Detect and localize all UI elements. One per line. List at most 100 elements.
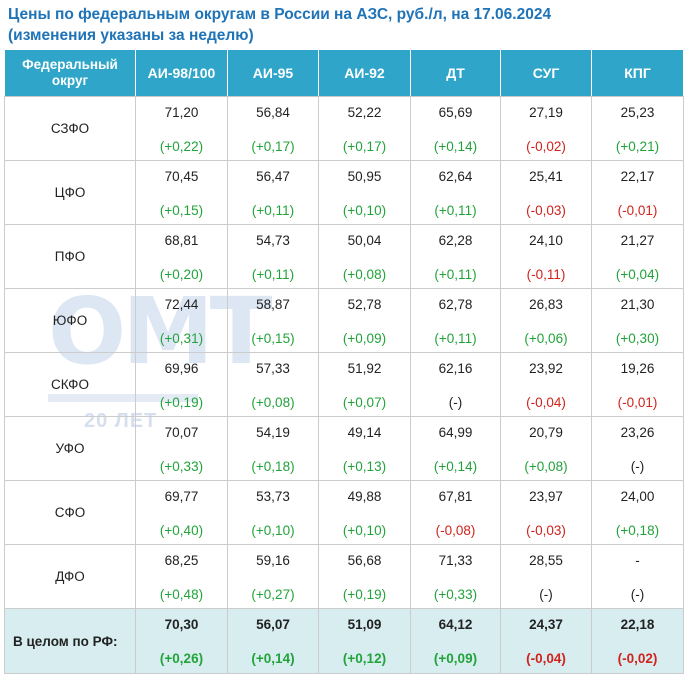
price-value: 25,23 <box>620 104 655 120</box>
price-value: 52,78 <box>347 296 382 312</box>
price-cell-ai95: 59,16 (+0,27) <box>227 544 319 609</box>
header-kpg: КПГ <box>591 49 684 97</box>
price-value: 68,81 <box>164 232 199 248</box>
price-value: 56,07 <box>256 617 290 632</box>
region-cell: СКФО <box>4 352 136 417</box>
price-cell-ai98: 72,44 (+0,31) <box>135 288 228 353</box>
price-cell-ai95: 56,07 (+0,14) <box>227 608 319 674</box>
weekly-change-value: (+0,30) <box>615 330 660 346</box>
price-cell-sug: 28,55 (-) <box>500 544 592 609</box>
weekly-change-value: (+0,18) <box>251 458 295 474</box>
price-value: 53,73 <box>256 488 290 504</box>
price-value: 50,04 <box>347 232 382 248</box>
price-cell-ai95: 58,87 (+0,15) <box>227 288 319 353</box>
weekly-change-value: (+0,11) <box>434 266 477 282</box>
weekly-change-value: (+0,11) <box>434 330 477 346</box>
price-cell-dt: 62,16 (-) <box>410 352 501 417</box>
header-ai98: АИ-98/100 <box>135 49 228 97</box>
price-cell-dt: 64,12 (+0,09) <box>410 608 501 674</box>
weekly-change-value: (+0,09) <box>433 651 478 666</box>
price-cell-kpg: 22,17 (-0,01) <box>591 160 684 225</box>
price-cell-ai98: 69,77 (+0,40) <box>135 480 228 545</box>
region-cell: УФО <box>4 416 136 481</box>
price-cell-ai95: 53,73 (+0,10) <box>227 480 319 545</box>
price-cell-kpg: 21,30 (+0,30) <box>591 288 684 353</box>
weekly-change-value: (+0,19) <box>342 586 387 602</box>
weekly-change-value: (+0,06) <box>524 330 568 346</box>
price-value: 28,55 <box>529 552 563 568</box>
price-value: 23,26 <box>620 424 655 440</box>
header-sug: СУГ <box>500 49 592 97</box>
price-value: 71,20 <box>164 104 199 120</box>
price-value: 62,78 <box>438 296 473 312</box>
price-value: 21,27 <box>620 232 655 248</box>
price-cell-sug: 25,41 (-0,03) <box>500 160 592 225</box>
total-region-label: В целом по РФ: <box>4 608 136 674</box>
weekly-change-value: (-) <box>630 458 645 474</box>
weekly-change-value: (+0,11) <box>434 202 477 218</box>
price-value: 27,19 <box>529 104 563 120</box>
weekly-change-value: (-) <box>539 586 553 602</box>
weekly-change-value: (+0,14) <box>433 458 478 474</box>
table-row: УФО 70,07 (+0,33) 54,19 (+0,18) 49,14 (+0,13) 6… <box>4 416 684 481</box>
weekly-change-value: (+0,13) <box>342 458 387 474</box>
weekly-change-value: (+0,11) <box>251 266 295 282</box>
price-cell-ai98: 70,45 (+0,15) <box>135 160 228 225</box>
price-cell-ai98: 70,07 (+0,33) <box>135 416 228 481</box>
weekly-change-value: (-0,04) <box>526 394 566 410</box>
title-line-2: (изменения указаны за неделю) <box>8 27 254 44</box>
price-cell-ai95: 54,19 (+0,18) <box>227 416 319 481</box>
price-value: 22,18 <box>620 617 655 632</box>
table-row: ПФО 68,81 (+0,20) 54,73 (+0,11) 50,04 (+0,08) 6… <box>4 224 684 289</box>
price-value: 71,33 <box>438 552 473 568</box>
weekly-change-value: (-0,03) <box>526 522 566 538</box>
header-ai95: АИ-95 <box>227 49 319 97</box>
weekly-change-value: (+0,08) <box>342 266 387 282</box>
weekly-change-value: (+0,22) <box>159 138 204 154</box>
weekly-change-value: (+0,21) <box>615 138 660 154</box>
price-cell-dt: 62,64 (+0,11) <box>410 160 501 225</box>
price-value: 68,25 <box>164 552 199 568</box>
weekly-change-value: (+0,15) <box>159 202 204 218</box>
price-value: 51,92 <box>347 360 382 376</box>
table-row: СЗФО 71,20 (+0,22) 56,84 (+0,17) 52,22 (+0,17)… <box>4 96 684 161</box>
weekly-change-value: (+0,33) <box>159 458 204 474</box>
price-value: 56,68 <box>347 552 382 568</box>
price-value: 56,47 <box>256 168 290 184</box>
price-cell-sug: 20,79 (+0,08) <box>500 416 592 481</box>
weekly-change-value: (+0,15) <box>251 330 295 346</box>
price-value: 64,99 <box>438 424 473 440</box>
price-cell-ai98: 69,96 (+0,19) <box>135 352 228 417</box>
weekly-change-value: (+0,17) <box>342 138 387 154</box>
price-cell-dt: 67,81 (-0,08) <box>410 480 501 545</box>
table-row: ЦФО 70,45 (+0,15) 56,47 (+0,11) 50,95 (+0,10) 6… <box>4 160 684 225</box>
fuel-price-table: Федеральный округ АИ-98/100 АИ-95 АИ-92 … <box>4 49 684 674</box>
price-cell-ai98: 68,81 (+0,20) <box>135 224 228 289</box>
price-cell-dt: 65,69 (+0,14) <box>410 96 501 161</box>
weekly-change-value: (+0,09) <box>342 330 387 346</box>
price-value: 64,12 <box>438 617 473 632</box>
header-dt: ДТ <box>410 49 501 97</box>
price-value: 24,10 <box>529 232 563 248</box>
weekly-change-value: (+0,33) <box>433 586 478 602</box>
table-row: СФО 69,77 (+0,40) 53,73 (+0,10) 49,88 (+0,10) 6… <box>4 480 684 545</box>
price-cell-kpg: - (-) <box>591 544 684 609</box>
price-cell-ai95: 57,33 (+0,08) <box>227 352 319 417</box>
price-value: 21,30 <box>620 296 655 312</box>
price-cell-ai98: 71,20 (+0,22) <box>135 96 228 161</box>
price-value: 62,64 <box>438 168 473 184</box>
price-cell-sug: 26,83 (+0,06) <box>500 288 592 353</box>
price-cell-sug: 27,19 (-0,02) <box>500 96 592 161</box>
weekly-change-value: (+0,17) <box>251 138 295 154</box>
price-value: 62,28 <box>438 232 473 248</box>
price-cell-dt: 64,99 (+0,14) <box>410 416 501 481</box>
weekly-change-value: (-0,11) <box>526 266 566 282</box>
weekly-change-value: (+0,19) <box>159 394 204 410</box>
price-value: 23,97 <box>529 488 563 504</box>
table-header-row: Федеральный округ АИ-98/100 АИ-95 АИ-92 … <box>4 49 684 97</box>
weekly-change-value: (+0,48) <box>159 586 204 602</box>
table-row: ДФО 68,25 (+0,48) 59,16 (+0,27) 56,68 (+0,19) 7… <box>4 544 684 609</box>
total-row: В целом по РФ: 70,30 (+0,26) 56,07 (+0,14) 51… <box>4 608 684 674</box>
header-region: Федеральный округ <box>4 49 136 97</box>
